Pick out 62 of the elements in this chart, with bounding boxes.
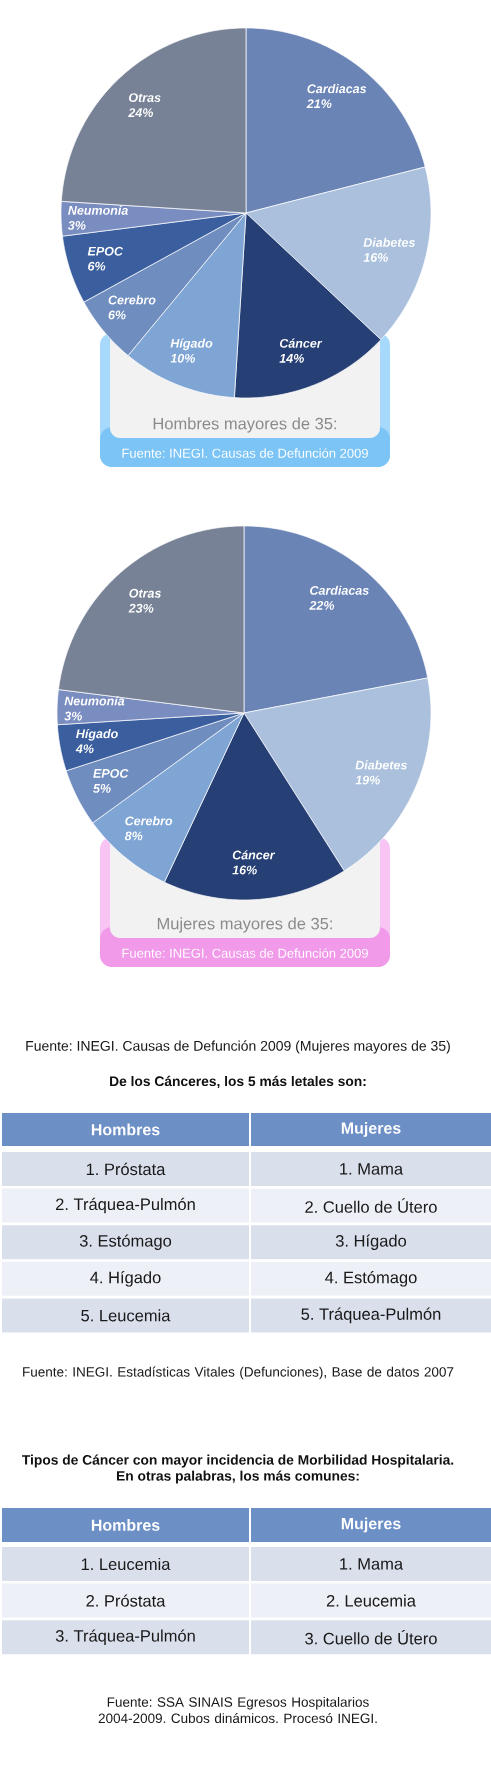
text: 3. Estómago [79,1234,172,1250]
text: 2. Próstata [86,1594,166,1607]
slice-label: EPOC [87,246,124,256]
slice-label: Cardiacas [310,585,369,595]
data-label: 21% [306,99,332,109]
data-label: 16% [232,865,257,875]
slice-label: Neumonía [64,696,125,706]
text: 3. Hígado [335,1234,407,1250]
slice-label: Cerebro [108,295,156,305]
slice-label: Otras [128,93,161,103]
data-label: 6% [88,261,106,271]
source-note: Fuente: INEGI. Estadísticas Vitales (Defunciones), Base de datos 2007 [23,1366,454,1380]
text: 2. Cuello de Útero [305,1198,437,1213]
source-note: Fuente: INEGI. Causas de Defunción 2009 (Mujeres mayores de 35) [26,1040,450,1054]
text: Mujeres mayores de 35: [157,917,332,933]
data-label: 6% [108,310,126,320]
slice-label: Cardiacas [307,83,367,94]
slice-label: Neumonía [68,205,128,215]
text: 3. Cuello de Útero [305,1629,437,1645]
slice-label: Diabetes [363,237,415,247]
text: 1. Próstata [86,1162,166,1176]
slice-label: Otras [129,588,161,598]
text: 1. Mama [340,1558,404,1570]
text: 3. Tráquea-Pulmón [55,1629,195,1645]
source-note: Fuente: INEGI. Causas de Defunción 2009 [122,448,368,458]
category-label: Mujeres [341,1517,401,1533]
slice-label: Diabetes [355,760,407,770]
data-label: 3% [67,220,86,230]
slice-label: Cerebro [125,816,173,826]
text: 2. Leucemia [326,1594,416,1607]
slice-label: Hígado [76,728,118,741]
text: 4. Estómago [325,1271,417,1287]
category-label: Hombres [91,1519,160,1531]
text: 5. Tráquea-Pulmón [301,1307,441,1324]
text: Hombres mayores de 35: [153,417,337,433]
data-label: 19% [355,775,380,785]
data-label: 22% [309,600,335,610]
source-note: Fuente: SSA SINAIS Egresos Hospitalarios 2004-2009. Cubos dinámicos. Procesó INEGI. [98,1696,377,1724]
text: 2. Tráquea-Pulmón [56,1197,195,1214]
data-label: 10% [170,353,195,363]
category-label: Mujeres [341,1122,401,1137]
slice-label: EPOC [93,768,129,778]
text: 1. Leucemia [81,1557,171,1571]
text: 4. Hígado [90,1271,161,1287]
data-label: 14% [279,353,304,363]
data-label: 4% [75,744,94,754]
slice-label: Cáncer [232,850,276,860]
data-label: 16% [363,253,388,262]
data-label: 24% [128,108,154,117]
text: De los Cánceres, los 5 más letales son: [110,1075,366,1089]
text: Tipos de Cáncer con mayor incidencia de Morbilidad Hospitalaria. [22,1454,454,1468]
data-label: 8% [124,831,143,841]
text: En otras palabras, los más comunes: [116,1470,359,1484]
category-label: Hombres [91,1123,160,1136]
text: 1. Mama [340,1163,404,1175]
data-label: 23% [128,603,154,613]
slice-label: Cáncer [279,338,323,348]
data-label: 5% [93,784,111,793]
text: 5. Leucemia [81,1309,171,1322]
source-note: Fuente: INEGI. Causas de Defunción 2009 [122,948,368,958]
data-label: 3% [64,711,82,721]
slice-label: Hígado [170,338,213,351]
